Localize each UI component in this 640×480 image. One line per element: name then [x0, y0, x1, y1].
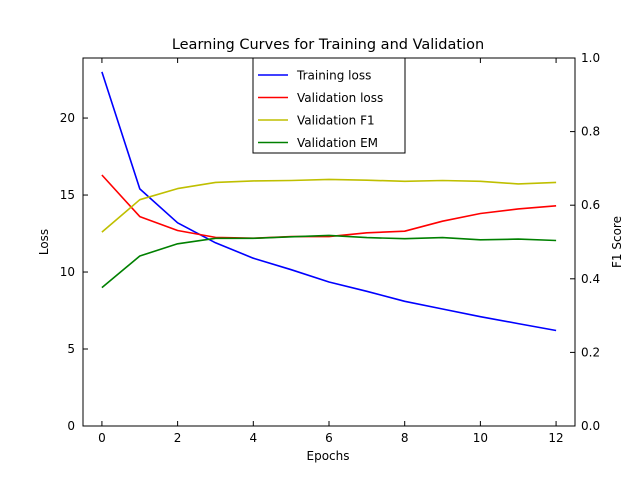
y-tick-label-left: 10 — [60, 265, 75, 279]
legend-label-validation-f1: Validation F1 — [297, 114, 375, 128]
x-tick-label: 0 — [98, 431, 106, 445]
series-line-validation-loss — [101, 174, 557, 239]
y-tick-label-right: 0.4 — [581, 272, 600, 286]
x-tick-label: 10 — [473, 431, 488, 445]
legend-box — [252, 57, 406, 154]
y-tick-label-left: 20 — [60, 111, 75, 125]
x-axis-title: Epochs — [307, 449, 350, 463]
x-tick-label: 4 — [249, 431, 257, 445]
y-tick-label-right: 1.0 — [581, 51, 600, 65]
y-tick-label-left: 0 — [67, 419, 75, 433]
legend-label-validation-em: Validation EM — [297, 136, 378, 150]
series-line-validation-f1 — [101, 178, 557, 233]
legend-label-training-loss: Training loss — [296, 69, 371, 83]
plot-lines — [101, 71, 557, 332]
series-line-training-loss — [101, 71, 557, 332]
y-tick-label-right: 0.8 — [581, 125, 600, 139]
axes: 0 2 4 6 8 10 12 0 5 10 15 20 0.0 0.2 0.4 0.6 0.8 1.0 — [60, 51, 600, 445]
y-tick-label-left: 15 — [60, 188, 75, 202]
y-tick-label-right: 0.2 — [581, 345, 600, 359]
legend: Training loss Validation loss Validation F… — [252, 57, 406, 154]
y-tick-label-right: 0.6 — [581, 198, 600, 212]
x-tick-label: 12 — [548, 431, 563, 445]
series-line-validation-em — [101, 234, 557, 289]
y-axis-title-right: F1 Score — [610, 216, 624, 268]
x-tick-label: 2 — [174, 431, 182, 445]
legend-label-validation-loss: Validation loss — [297, 91, 383, 105]
chart-title: Learning Curves for Training and Validat… — [172, 37, 484, 53]
y-tick-label-left: 5 — [67, 342, 75, 356]
y-tick-label-right: 0.0 — [581, 419, 600, 433]
x-tick-label: 8 — [401, 431, 409, 445]
x-tick-label: 6 — [325, 431, 333, 445]
y-axis-title-left: Loss — [37, 229, 51, 255]
